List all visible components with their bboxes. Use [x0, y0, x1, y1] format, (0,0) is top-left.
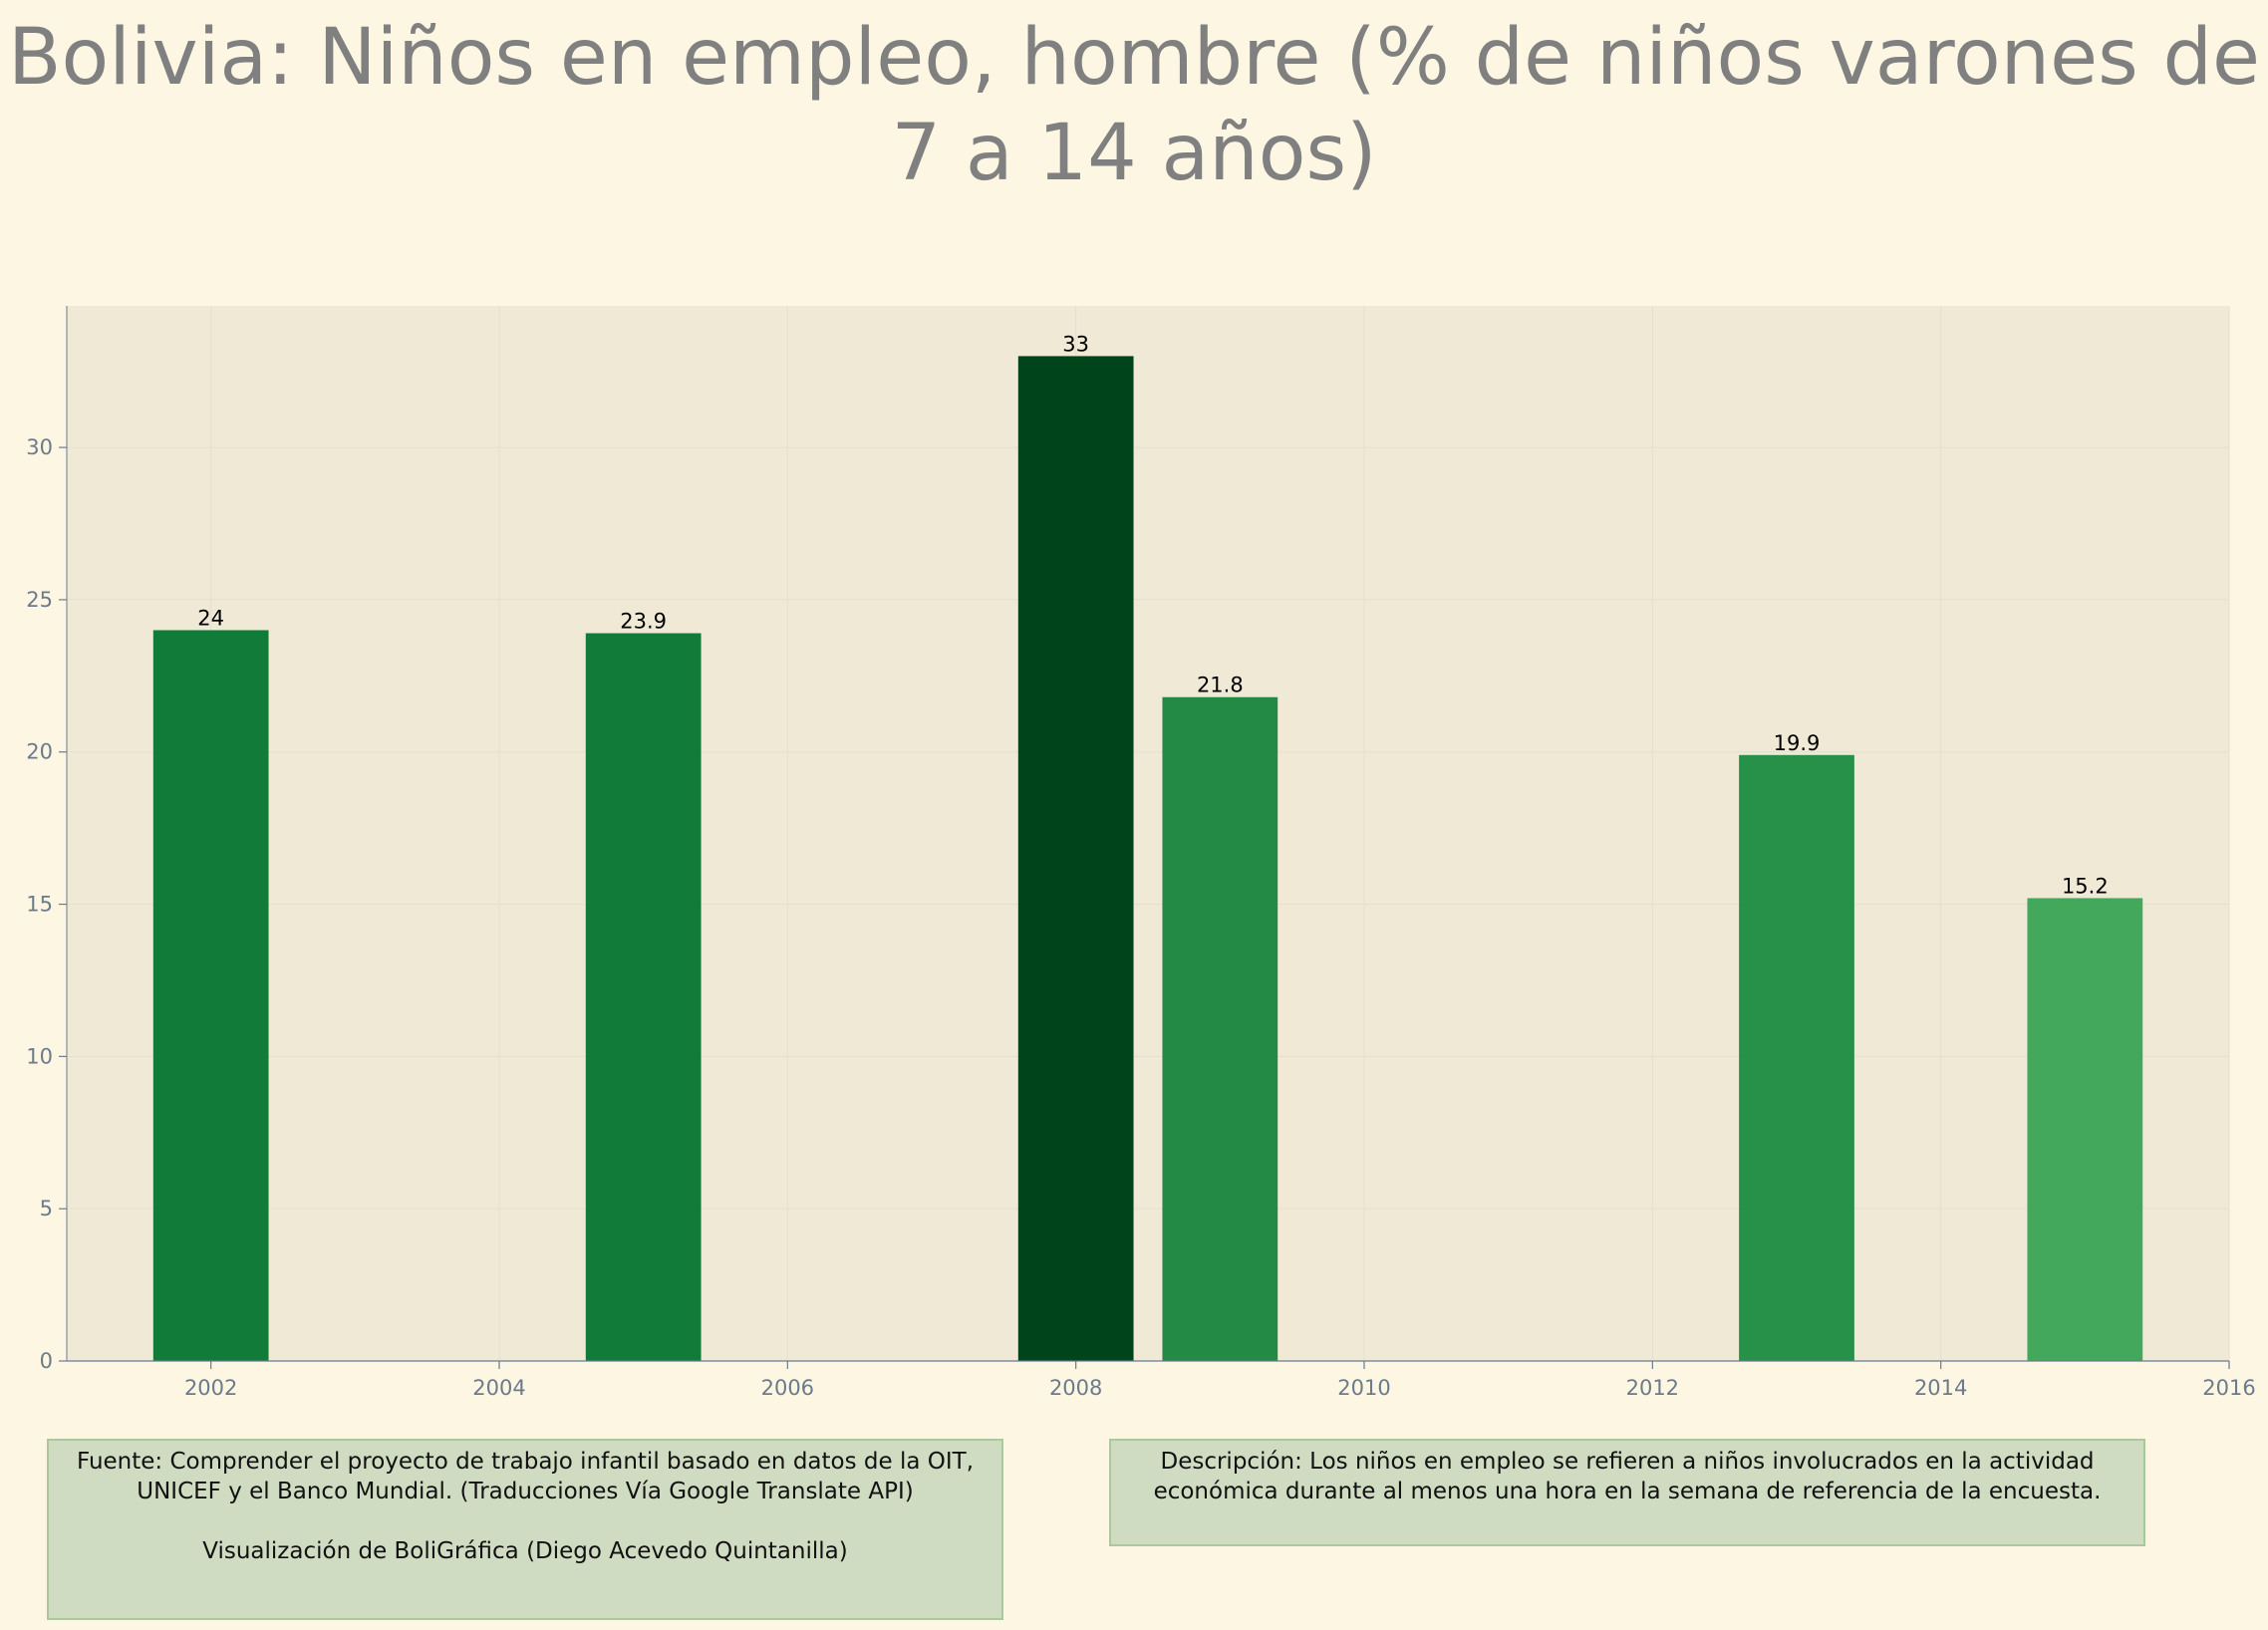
x-tick-label: 2012	[1626, 1376, 1679, 1400]
bar	[1017, 356, 1134, 1361]
chart-title: Bolivia: Niños en empleo, hombre (% de n…	[7, 13, 2261, 198]
data-label: 23.9	[620, 610, 667, 634]
bars	[152, 356, 2143, 1361]
y-tick-label: 5	[40, 1197, 53, 1221]
x-tick-label: 2008	[1049, 1376, 1102, 1400]
source-text: Fuente: Comprender el proyecto de trabaj…	[76, 1449, 975, 1504]
x-tick-label: 2014	[1914, 1376, 1967, 1400]
data-labels: 24 23.9 33 21.8 19.9 15.2	[197, 332, 2108, 898]
y-tick-label: 15	[26, 893, 53, 917]
x-tick-label: 2002	[184, 1376, 237, 1400]
x-tick-label: 2006	[761, 1376, 814, 1400]
bar	[585, 633, 702, 1361]
y-tick-label: 20	[26, 740, 53, 764]
y-tick-label: 0	[40, 1349, 53, 1373]
source-note: Fuente: Comprender el proyecto de trabaj…	[47, 1439, 1003, 1620]
description-note: Descripción: Los niños en empleo se refi…	[1109, 1439, 2145, 1546]
data-label: 33	[1062, 332, 1089, 356]
data-label: 21.8	[1197, 674, 1244, 697]
data-label: 19.9	[1774, 731, 1821, 755]
plot-area	[67, 306, 2229, 1361]
x-tick-label: 2010	[1337, 1376, 1390, 1400]
description-text: Descripción: Los niños en empleo se refi…	[1153, 1449, 2102, 1504]
data-label: 24	[197, 606, 224, 630]
bar	[1739, 754, 1854, 1361]
x-tick-label: 2004	[472, 1376, 525, 1400]
y-axis: 0 5 10 15 20 25 30	[26, 306, 68, 1373]
y-tick-label: 25	[26, 588, 53, 612]
bar	[2027, 898, 2143, 1361]
credit-text: Visualización de BoliGráfica (Diego Acev…	[202, 1538, 848, 1564]
y-tick-label: 30	[26, 435, 53, 459]
data-label: 15.2	[2062, 874, 2109, 898]
y-tick-label: 10	[26, 1044, 53, 1068]
bar	[152, 630, 269, 1361]
x-tick-label: 2016	[2202, 1376, 2255, 1400]
bar	[1162, 696, 1278, 1361]
x-axis: 2002 2004 2006 2008 2010 2012 2014 2016	[67, 1360, 2256, 1400]
